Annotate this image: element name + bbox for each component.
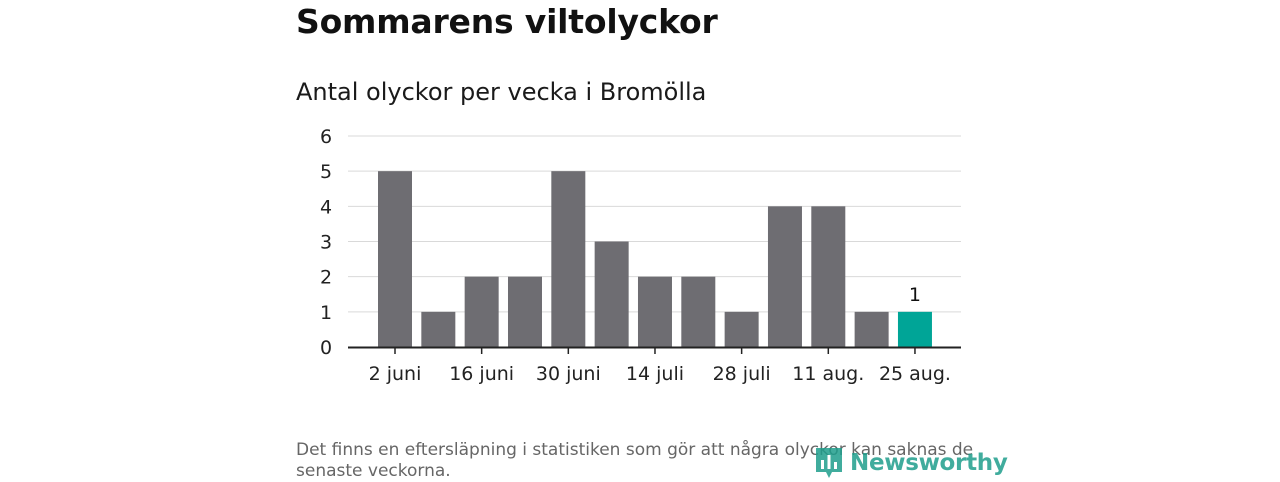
bar (378, 171, 412, 347)
y-tick-label: 6 (320, 126, 332, 148)
bar (724, 311, 759, 347)
x-axis: 2 juni 16 juni 30 juni 14 juli 28 juli 11 aug… (348, 346, 961, 385)
x-tick-label: 28 juli (713, 363, 771, 385)
bar-chart-badge-icon (816, 448, 842, 478)
bar (637, 276, 672, 347)
y-tick-label: 0 (320, 337, 332, 359)
y-axis-tick-labels: 0 1 2 3 4 5 6 (320, 126, 332, 359)
x-tick-label: 14 juli (626, 363, 684, 385)
bar-chart: 0 1 2 3 4 5 6 1 2 juni 16 juni 30 juni 14 juli 28 … (320, 126, 961, 385)
x-tick-label: 25 aug. (879, 363, 951, 385)
bar (767, 206, 802, 347)
bar (464, 276, 499, 347)
y-tick-label: 5 (320, 161, 332, 183)
y-tick-label: 3 (320, 232, 332, 254)
x-tick-label: 11 aug. (792, 363, 864, 385)
bar (897, 311, 932, 347)
x-tick-label: 2 juni (369, 363, 422, 385)
bar (681, 276, 716, 347)
chart-title: Sommarens viltolyckor (296, 2, 718, 41)
bar (551, 171, 586, 347)
bar (594, 241, 629, 347)
newsworthy-logo: Newsworthy (814, 446, 1008, 480)
bar (507, 276, 542, 347)
bar (854, 311, 889, 347)
footnote: Det finns en eftersläpning i statistiken… (296, 440, 974, 481)
y-tick-label: 1 (320, 302, 332, 324)
data-labels: 1 (909, 284, 921, 306)
y-tick-label: 2 (320, 267, 332, 289)
bar (421, 311, 456, 347)
chart-subtitle: Antal olyckor per vecka i Bromölla (296, 78, 707, 106)
brand-name: Newsworthy (850, 450, 1008, 476)
x-tick-label: 30 juni (536, 363, 601, 385)
y-tick-label: 4 (320, 196, 332, 218)
bars (378, 171, 932, 347)
data-label: 1 (909, 284, 921, 306)
bar (811, 206, 846, 347)
x-tick-label: 16 juni (449, 363, 514, 385)
